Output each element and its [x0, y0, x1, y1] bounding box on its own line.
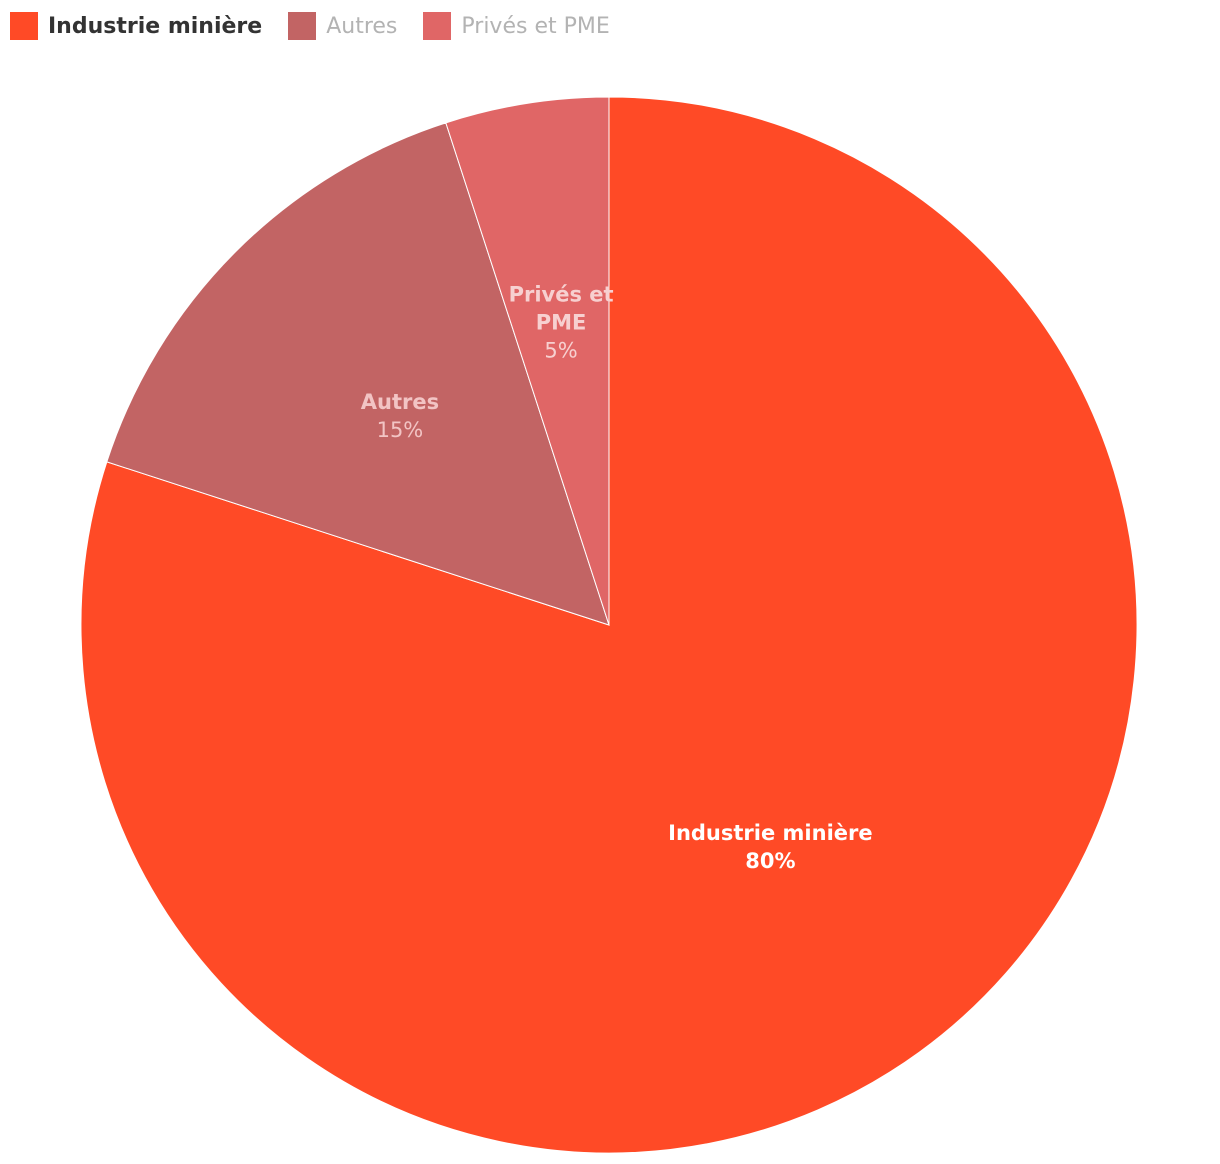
legend-label: Autres: [326, 13, 398, 39]
slice-label-value: 15%: [377, 418, 424, 442]
legend-label: Industrie minière: [48, 13, 263, 39]
legend-swatch-autres: [288, 12, 317, 40]
pie-slice-autres[interactable]: [106, 122, 610, 626]
slice-label-name: Industrie minière: [668, 821, 872, 845]
legend-item-industrie-miniere[interactable]: Industrie minière: [10, 12, 262, 40]
slice-label-name: Privés et: [509, 283, 614, 307]
legend-swatch-prives-et-pme: [423, 12, 452, 40]
slice-label-value: 5%: [544, 339, 577, 363]
pie-slice-prives-et-pme[interactable]: [445, 96, 610, 626]
slice-label-autres: Autres 15%: [361, 390, 439, 442]
slice-label-prives-et-pme: Privés et PME 5%: [509, 283, 614, 363]
chart-legend: Industrie minière Autres Privés et PME: [10, 8, 636, 44]
slice-label-name: Autres: [361, 390, 439, 414]
legend-label: Privés et PME: [461, 13, 610, 39]
slice-label-name: PME: [536, 311, 587, 335]
legend-swatch-industrie-miniere: [10, 12, 38, 40]
slice-label-value: 80%: [745, 849, 795, 873]
legend-item-prives-et-pme[interactable]: Privés et PME: [423, 12, 610, 40]
slice-label-industrie-miniere: Industrie minière 80%: [668, 821, 872, 873]
legend-item-autres[interactable]: Autres: [288, 12, 397, 40]
